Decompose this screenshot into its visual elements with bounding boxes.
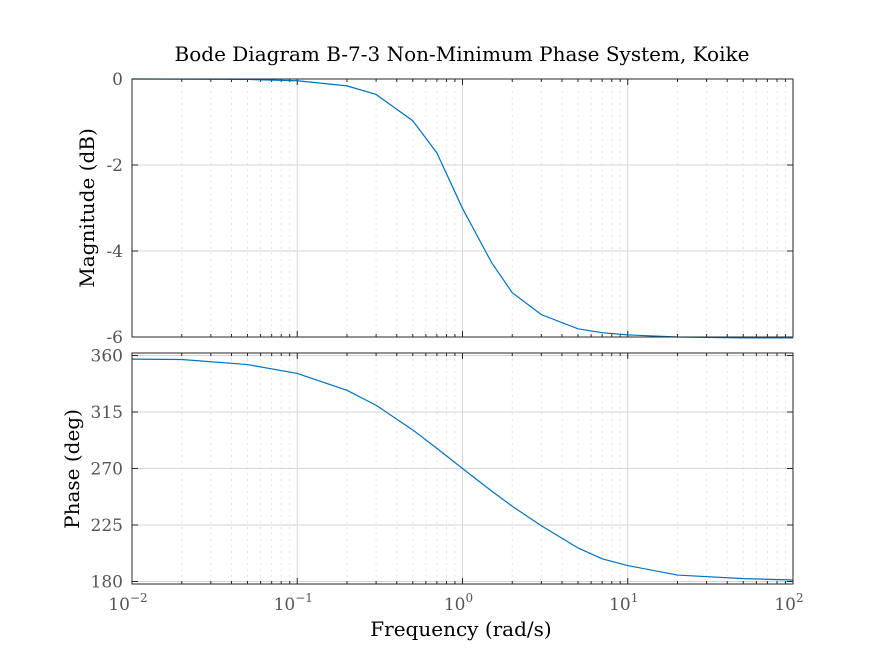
magnitude-panel: 0 -2 -4 -6 (106, 70, 794, 348)
magnitude-y-tick-label: -2 (106, 156, 123, 176)
phase-axis-label: Phase (deg) (60, 409, 84, 529)
frequency-tick-label: 10−1 (274, 591, 313, 615)
magnitude-y-tick-label: -6 (106, 328, 123, 348)
frequency-tick-label: 100 (444, 591, 473, 615)
frequency-tick-label: 102 (774, 591, 803, 615)
magnitude-axis-label: Magnitude (dB) (75, 128, 99, 288)
magnitude-y-tick-label: -4 (106, 242, 123, 262)
phase-y-tick-label: 315 (91, 403, 123, 423)
phase-y-tick-label: 180 (91, 572, 123, 592)
magnitude-series-line (131, 78, 793, 339)
chart-title: Bode Diagram B-7-3 Non-Minimum Phase Sys… (175, 42, 750, 66)
phase-y-tick-label: 225 (91, 516, 123, 536)
phase-y-tick-label: 360 (91, 347, 123, 367)
frequency-axis-label: Frequency (rad/s) (370, 617, 551, 641)
frequency-tick-label: 10−2 (108, 591, 147, 615)
phase-axes-frame (131, 352, 794, 585)
magnitude-axes-frame (131, 78, 794, 338)
phase-y-tick-label: 270 (91, 460, 123, 480)
phase-series-line (131, 358, 794, 581)
magnitude-y-tick-label: 0 (112, 70, 123, 90)
frequency-tick-label: 101 (609, 591, 638, 615)
